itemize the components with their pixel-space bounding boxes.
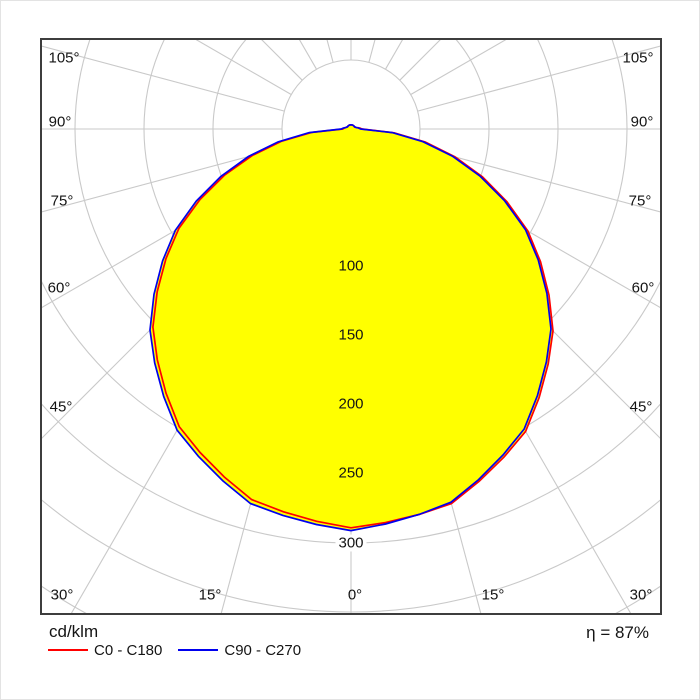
angle-label-bottom-30R: 30° [629,586,653,604]
ring-label-200: 200 [335,395,367,413]
angle-label-bottom-15L: 15° [198,586,222,604]
angle-label-right-60: 60° [631,279,655,297]
ring-label-300: 300 [335,534,367,552]
legend: C0 - C180 C90 - C270 [48,642,317,658]
angle-label-right-45: 45° [629,398,653,416]
ring-label-100: 100 [335,257,367,275]
legend-label-c90-c270: C90 - C270 [224,641,302,659]
angle-label-bottom-30L: 30° [50,586,74,604]
angle-label-left-105: 105° [48,49,80,67]
angle-label-left-75: 75° [50,192,74,210]
legend-line-c90-c270-icon [178,649,219,651]
legend-label-c0-c180: C0 - C180 [94,641,163,659]
angle-label-bottom-0: 0° [347,586,363,604]
angle-label-right-105: 105° [622,49,654,67]
angle-label-left-60: 60° [47,279,71,297]
ring-label-250: 250 [335,464,367,482]
angle-label-left-45: 45° [49,398,73,416]
angle-label-right-75: 75° [628,192,652,210]
angle-label-left-90: 90° [48,113,72,131]
angle-label-right-90: 90° [630,113,654,131]
angle-label-bottom-15R: 15° [481,586,505,604]
efficiency-label: η = 87% [586,623,649,642]
ring-label-150: 150 [335,326,367,344]
legend-line-c0-c180-icon [48,649,88,651]
units-label: cd/klm [49,622,99,641]
